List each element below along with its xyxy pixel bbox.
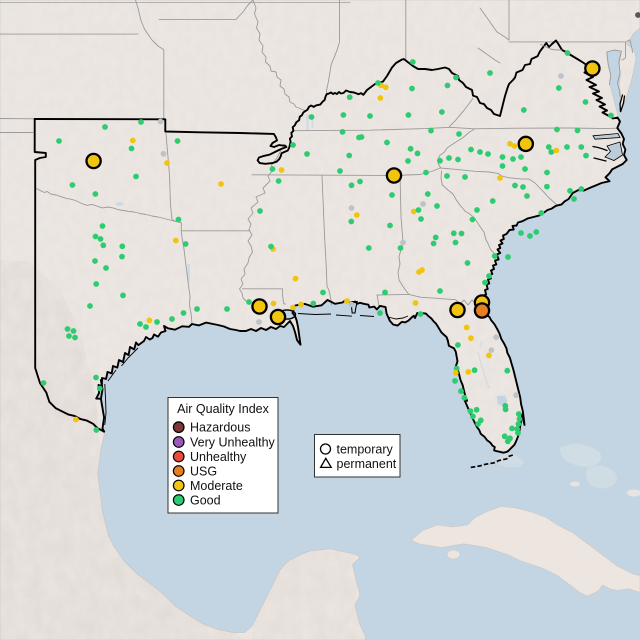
svg-text:USG: USG: [190, 464, 217, 478]
svg-text:Air Quality Index: Air Quality Index: [177, 402, 269, 416]
svg-text:Unhealthy: Unhealthy: [190, 450, 247, 464]
svg-text:Very Unhealthy: Very Unhealthy: [190, 435, 276, 449]
svg-text:Moderate: Moderate: [190, 479, 243, 493]
svg-text:Good: Good: [190, 493, 221, 507]
svg-text:permanent: permanent: [337, 457, 397, 471]
svg-text:Hazardous: Hazardous: [190, 421, 250, 435]
svg-text:temporary: temporary: [337, 442, 394, 456]
